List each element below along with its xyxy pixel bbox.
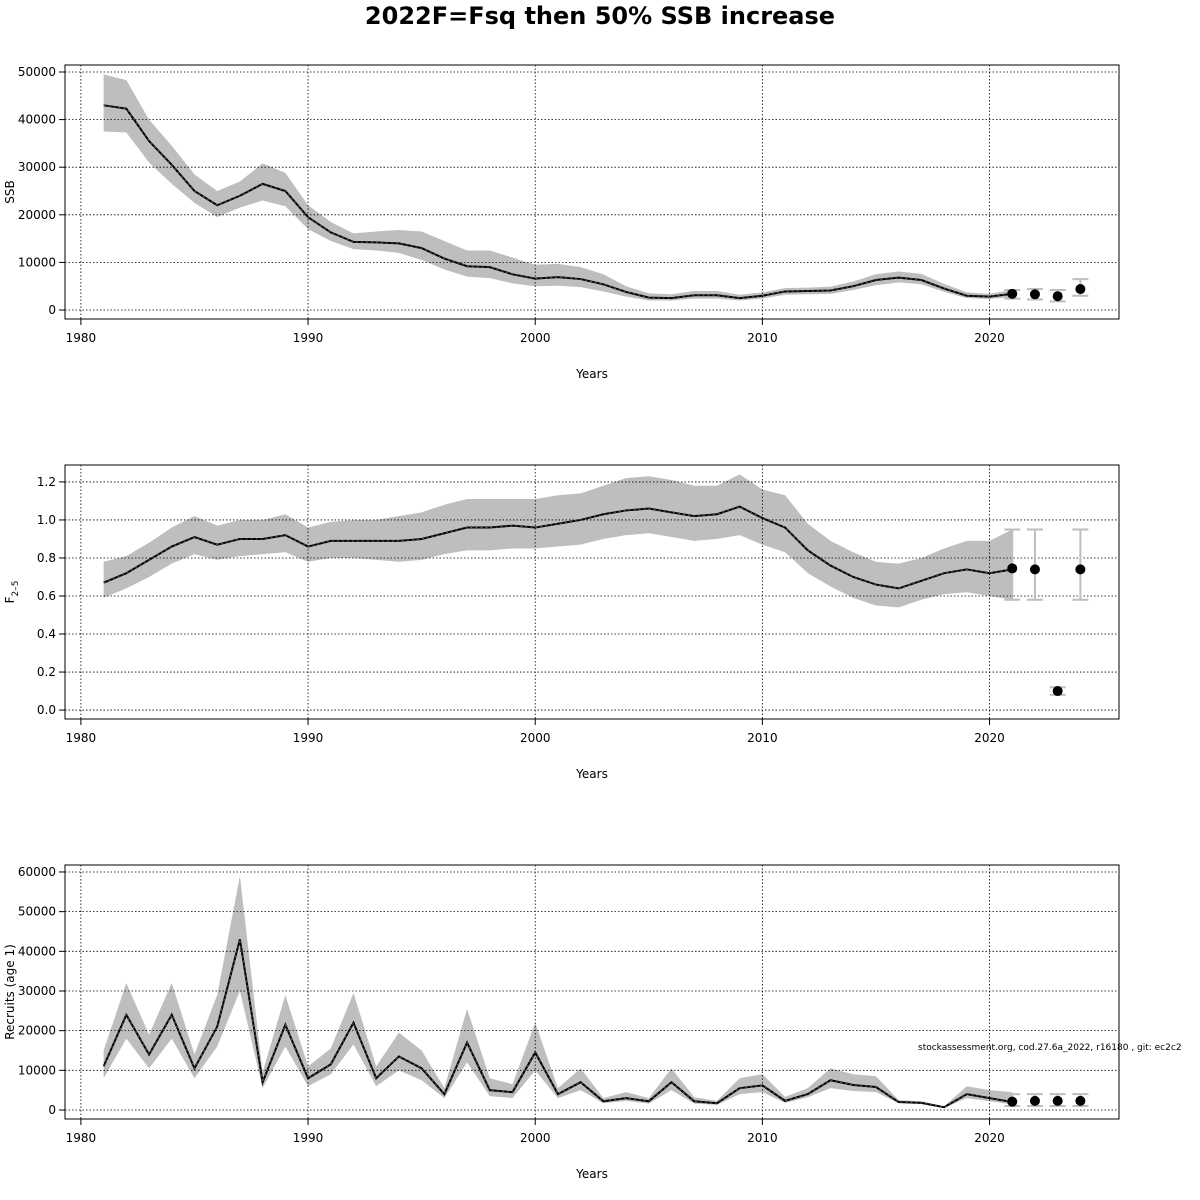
y-tick-label: 1.0	[37, 513, 56, 527]
y-tick-label: 40000	[18, 944, 56, 958]
x-tick-label: 1990	[293, 731, 324, 745]
x-tick-label: 2010	[747, 731, 778, 745]
y-tick-label: 10000	[18, 255, 56, 269]
y-tick-label: 0.6	[37, 589, 56, 603]
x-tick-label: 2000	[520, 731, 551, 745]
forecast-point	[1029, 564, 1040, 575]
panel-recruits: 1980 1990 2000 2010 2020 0 10000 20000 30000 4000…	[3, 864, 1120, 1181]
panel-ssb: 1980 1990 2000 2010 2020 0 10000 20000 30000 4000…	[3, 64, 1120, 381]
forecast-point	[1029, 1095, 1040, 1106]
forecast-point	[1075, 564, 1086, 575]
y-tick-label: 30000	[18, 984, 56, 998]
y-tick-label: 0.2	[37, 665, 56, 679]
x-axis-label: Years	[575, 1167, 608, 1181]
y-tick-label: 50000	[18, 905, 56, 919]
forecast-point	[1052, 686, 1063, 697]
plot-frame	[64, 864, 1120, 1120]
y-axis-label: SSB	[3, 180, 17, 203]
y-tick-label: 10000	[18, 1063, 56, 1077]
y-tick-label: 30000	[18, 160, 56, 174]
y-tick-label: 50000	[18, 65, 56, 79]
forecast-point	[1052, 291, 1063, 302]
source-note: stockassessment.org, cod.27.6a_2022, r16…	[918, 1043, 1182, 1053]
forecast-point	[1007, 1096, 1018, 1107]
estimate-line-dash	[103, 939, 1013, 1108]
y-tick-label: 1.2	[37, 475, 56, 489]
y-tick-label: 0	[48, 303, 56, 317]
y-axis-label: F2–5	[3, 581, 21, 604]
y-axis-label-subscript: 2–5	[11, 581, 21, 597]
x-tick-label: 1990	[293, 331, 324, 345]
x-tick-label: 1980	[66, 1131, 97, 1145]
y-tick-label: 20000	[18, 1024, 56, 1038]
x-tick-label: 1980	[66, 331, 97, 345]
plot-frame	[64, 64, 1120, 320]
estimate-line	[102, 939, 1013, 1109]
confidence-band	[103, 74, 1013, 301]
x-tick-label: 2000	[520, 1131, 551, 1145]
y-tick-label: 60000	[18, 865, 56, 879]
figure-title: 2022F=Fsq then 50% SSB increase	[365, 2, 835, 30]
confidence-band	[103, 875, 1013, 1108]
estimate-line	[103, 505, 1013, 590]
y-tick-label: 40000	[18, 113, 56, 127]
forecast-point	[1007, 563, 1018, 574]
x-tick-label: 1990	[293, 1131, 324, 1145]
x-tick-label: 2000	[520, 331, 551, 345]
x-tick-label: 2020	[974, 1131, 1005, 1145]
forecast-point	[1029, 289, 1040, 300]
x-tick-label: 2010	[747, 1131, 778, 1145]
x-tick-label: 1980	[66, 731, 97, 745]
x-axis-label: Years	[575, 767, 608, 781]
x-tick-label: 2010	[747, 331, 778, 345]
y-tick-label: 0.8	[37, 551, 56, 565]
forecast-point	[1007, 288, 1018, 299]
forecast-point	[1075, 1095, 1086, 1106]
panel-fishing-mortality: 1980 1990 2000 2010 2020 0.0 0.2 0.4 0.6 0.8 1.0 1.…	[3, 464, 1120, 781]
forecast-point	[1052, 1095, 1063, 1106]
estimate-line	[103, 104, 1013, 300]
y-axis-label: Recruits (age 1)	[3, 944, 17, 1040]
plot-frame	[64, 464, 1120, 720]
forecast-point	[1075, 284, 1086, 295]
x-tick-label: 2020	[974, 731, 1005, 745]
y-tick-label: 20000	[18, 208, 56, 222]
y-tick-label: 0	[48, 1103, 56, 1117]
x-tick-label: 2020	[974, 331, 1005, 345]
y-tick-label: 0.4	[37, 627, 56, 641]
estimate-line-dash	[103, 506, 1013, 589]
confidence-band	[103, 474, 1013, 608]
y-tick-label: 0.0	[37, 703, 56, 717]
x-axis-label: Years	[575, 367, 608, 381]
